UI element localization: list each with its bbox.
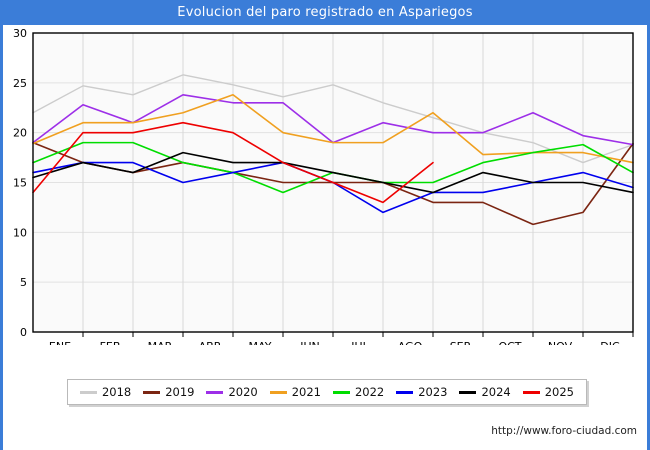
x-axis-tick-label: JUN [299, 340, 320, 345]
window-title-bar: Evolucion del paro registrado en Asparie… [0, 0, 650, 25]
legend-swatch-icon [332, 390, 350, 394]
y-axis-tick-label: 30 [13, 27, 27, 40]
y-axis-ticks: 0 5 10 15 20 25 30 [13, 27, 27, 339]
legend-item-2020[interactable]: 2020 [206, 385, 258, 399]
legend-label: 2021 [291, 385, 322, 399]
x-axis-tick-label: MAR [148, 340, 173, 345]
x-axis-tick-label: DIC [600, 340, 620, 345]
legend-swatch-icon [206, 390, 224, 394]
legend-label: 2022 [354, 385, 385, 399]
legend-swatch-icon [79, 390, 97, 394]
page-title: Evolucion del paro registrado en Asparie… [177, 5, 473, 20]
x-axis-tick-label: ENE [49, 340, 71, 345]
y-axis-tick-label: 20 [13, 127, 27, 140]
x-axis-tick-label: NOV [548, 340, 573, 345]
legend-item-2018[interactable]: 2018 [79, 385, 132, 399]
legend-label: 2018 [101, 385, 132, 399]
y-axis-tick-label: 0 [20, 326, 27, 339]
legend-item-2019[interactable]: 2019 [143, 385, 195, 399]
legend-swatch-icon [522, 390, 540, 394]
plot-frame [32, 32, 634, 333]
y-axis-tick-label: 15 [13, 177, 27, 190]
legend-item-2022[interactable]: 2022 [332, 385, 385, 399]
legend-swatch-icon [143, 390, 161, 394]
x-axis-tick-label: FEB [100, 340, 121, 345]
x-axis-tick-label: ABR [199, 340, 222, 345]
y-axis-tick-label: 5 [20, 276, 27, 289]
x-axis-tick-label: OCT [498, 340, 521, 345]
legend-label: 2024 [481, 385, 511, 399]
chart-plot-area: 0 5 10 15 20 25 30 ENE FEB MAR ABR MAY JUN JUL AGO SEP… [3, 25, 650, 345]
legend-item-2024[interactable]: 2024 [459, 385, 511, 399]
y-axis-tick-label: 10 [13, 226, 27, 239]
source-url: http://www.foro-ciudad.com [491, 425, 637, 437]
series-line-2018 [32, 74, 634, 164]
series-line-2025 [32, 121, 434, 204]
chart-legend[interactable]: 2018 2019 2020 2021 2022 2023 2024 2025 [67, 379, 587, 405]
legend-item-2025[interactable]: 2025 [522, 385, 575, 399]
data-series [32, 74, 634, 226]
x-axis-ticks: ENE FEB MAR ABR MAY JUN JUL AGO SEP OCT NOV DIC [49, 332, 634, 345]
x-axis-tick-label: MAY [249, 340, 272, 345]
legend-item-2021[interactable]: 2021 [269, 385, 322, 399]
legend-label: 2020 [228, 385, 258, 399]
x-axis-tick-label: SEP [450, 340, 471, 345]
legend-label: 2025 [544, 385, 575, 399]
legend-swatch-icon [459, 390, 477, 394]
legend-label: 2019 [165, 385, 195, 399]
legend-label: 2023 [418, 385, 448, 399]
legend-swatch-icon [269, 390, 287, 394]
legend-item-2023[interactable]: 2023 [396, 385, 448, 399]
line-chart: 0 5 10 15 20 25 30 ENE FEB MAR ABR MAY JUN JUL AGO SEP… [13, 27, 634, 345]
x-axis-tick-label: JUL [350, 340, 369, 345]
legend-swatch-icon [396, 390, 414, 394]
y-axis-tick-label: 25 [13, 77, 27, 90]
series-line-2024 [32, 151, 634, 194]
x-axis-tick-label: AGO [398, 340, 423, 345]
